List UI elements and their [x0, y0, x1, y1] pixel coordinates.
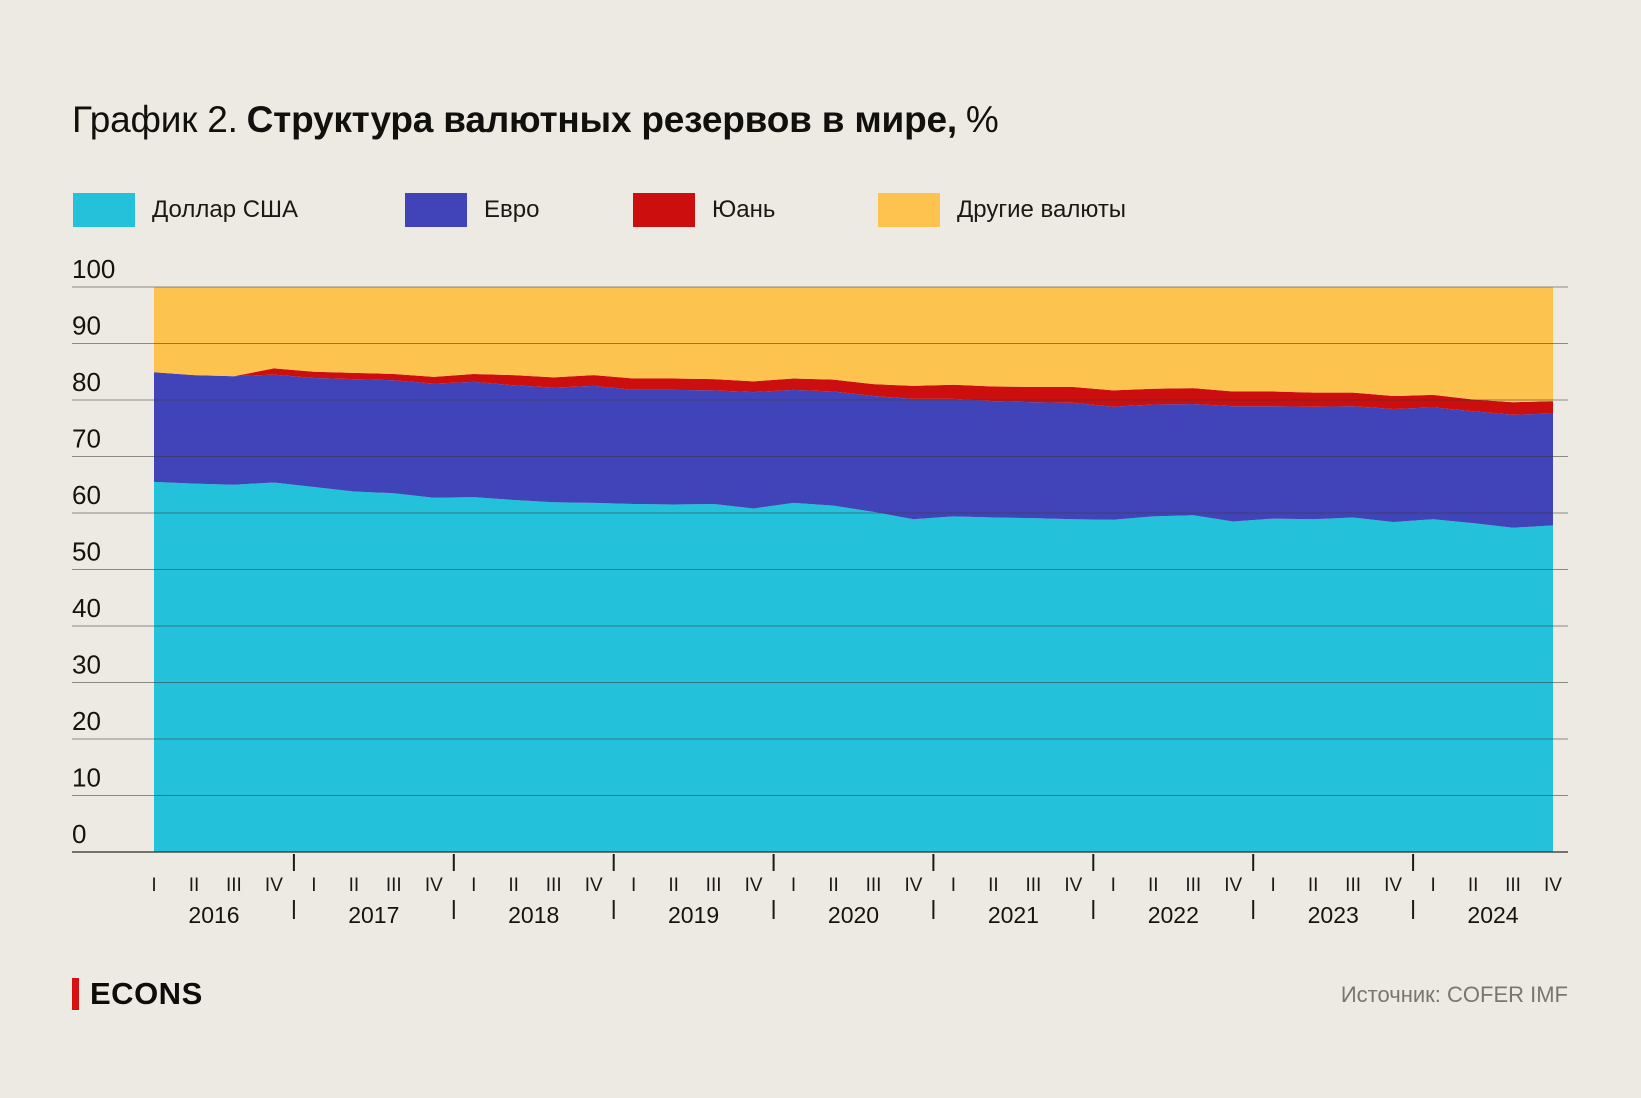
quarter-tick-label: I — [311, 875, 316, 896]
quarter-tick-label: I — [1111, 875, 1116, 896]
quarter-tick-label: III — [706, 875, 722, 896]
legend-label-usd: Доллар США — [152, 196, 299, 223]
y-tick-label: 60 — [72, 480, 101, 510]
legend-item-others: Другие валюты — [878, 192, 1126, 228]
quarter-tick-label: IV — [1544, 875, 1562, 896]
year-label: 2024 — [1467, 902, 1518, 928]
title-main: Структура валютных резервов в мире, — [246, 98, 958, 140]
quarter-tick-label: I — [951, 875, 956, 896]
quarter-tick-label: II — [349, 875, 360, 896]
brand-text: ECONS — [90, 976, 203, 1011]
quarter-tick-label: I — [1430, 875, 1435, 896]
quarter-tick-label: II — [1308, 875, 1319, 896]
quarter-tick-label: II — [828, 875, 839, 896]
y-tick-label: 0 — [72, 819, 86, 849]
legend-swatch-others-icon — [878, 193, 940, 227]
year-label: 2016 — [188, 902, 239, 928]
gridlines — [72, 286, 1568, 853]
quarter-tick-label: I — [471, 875, 476, 896]
legend-item-yuan: Юань — [633, 192, 775, 228]
quarter-tick-label: III — [226, 875, 242, 896]
quarter-tick-label: IV — [1384, 875, 1402, 896]
legend-swatch-usd-icon — [73, 193, 135, 227]
x-axis-year-labels: 2016 2017 2018 2019 2020 2021 2022 2023 2024 — [188, 854, 1519, 928]
title-prefix: График 2. — [72, 98, 238, 140]
year-label: 2018 — [508, 902, 559, 928]
quarter-tick-label: IV — [745, 875, 763, 896]
legend-item-usd: Доллар США — [73, 192, 298, 228]
y-tick-label: 90 — [72, 311, 101, 341]
year-label: 2017 — [348, 902, 399, 928]
y-tick-label: 10 — [72, 763, 101, 793]
y-tick-label: 100 — [72, 254, 115, 284]
quarter-tick-label: III — [866, 875, 882, 896]
legend-swatch-yuan-icon — [633, 193, 695, 227]
y-tick-label: 70 — [72, 424, 101, 454]
y-tick-label: 30 — [72, 650, 101, 680]
quarter-tick-label: III — [1345, 875, 1361, 896]
source-note: Источник: COFER IMF — [1340, 982, 1568, 1007]
quarter-tick-label: I — [791, 875, 796, 896]
legend-label-euro: Евро — [484, 196, 540, 223]
year-label: 2022 — [1148, 902, 1199, 928]
x-axis-quarter-labels: I II III IV I II III IV I II III IV I II III IV I II III IV… — [151, 875, 1562, 896]
quarter-tick-label: III — [1505, 875, 1521, 896]
quarter-tick-label: II — [1468, 875, 1479, 896]
quarter-tick-label: I — [631, 875, 636, 896]
year-label: 2023 — [1308, 902, 1359, 928]
quarter-tick-label: II — [189, 875, 200, 896]
quarter-tick-label: IV — [265, 875, 283, 896]
quarter-tick-label: II — [988, 875, 999, 896]
page-title: График 2. Структура валютных резервов в м… — [72, 99, 999, 141]
area-series-2 — [154, 368, 1553, 415]
year-label: 2020 — [828, 902, 879, 928]
quarter-tick-label: II — [508, 875, 519, 896]
legend-label-others: Другие валюты — [957, 196, 1127, 223]
year-label: 2021 — [988, 902, 1039, 928]
quarter-tick-label: III — [1025, 875, 1041, 896]
area-series-3 — [154, 287, 1553, 403]
quarter-tick-label: III — [386, 875, 402, 896]
area-series-1 — [154, 372, 1553, 528]
quarter-tick-label: II — [668, 875, 679, 896]
title-unit: % — [965, 98, 999, 140]
year-label: 2019 — [668, 902, 719, 928]
quarter-tick-label: III — [1185, 875, 1201, 896]
y-tick-label: 20 — [72, 706, 101, 736]
legend-item-euro: Евро — [405, 192, 539, 228]
brand-bar-icon — [72, 978, 79, 1010]
legend-swatch-euro-icon — [405, 193, 467, 227]
area-series — [154, 287, 1553, 852]
quarter-tick-label: IV — [425, 875, 443, 896]
y-tick-label: 50 — [72, 537, 101, 567]
brand-logo: ECONS — [72, 976, 203, 1012]
quarter-tick-label: I — [1271, 875, 1276, 896]
quarter-tick-label: III — [546, 875, 562, 896]
y-tick-label: 80 — [72, 367, 101, 397]
quarter-tick-label: I — [151, 875, 156, 896]
quarter-tick-label: II — [1148, 875, 1159, 896]
quarter-tick-label: IV — [585, 875, 603, 896]
quarter-tick-label: IV — [905, 875, 923, 896]
quarter-tick-label: IV — [1064, 875, 1082, 896]
y-tick-label: 40 — [72, 593, 101, 623]
quarter-tick-label: IV — [1224, 875, 1242, 896]
area-series-0 — [154, 481, 1553, 852]
legend-label-yuan: Юань — [712, 196, 776, 223]
